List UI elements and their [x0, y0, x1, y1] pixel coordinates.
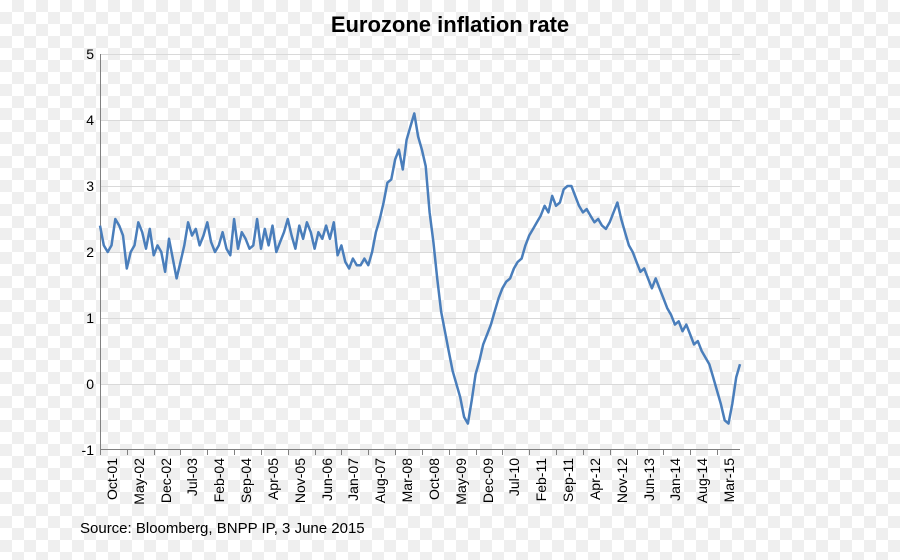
- xtick-mark: [341, 450, 342, 455]
- ytick-label: 0: [70, 376, 94, 392]
- xtick-label: Apr-12: [587, 458, 603, 500]
- xtick-mark: [422, 450, 423, 455]
- xtick-label: Jan-07: [345, 458, 361, 501]
- xtick-label: Aug-07: [372, 458, 388, 503]
- xtick-label: Sep-04: [238, 458, 254, 503]
- xtick-label: Dec-09: [480, 458, 496, 503]
- xtick-mark: [180, 450, 181, 455]
- xtick-label: Jul-03: [184, 458, 200, 496]
- xtick-mark: [476, 450, 477, 455]
- ytick-label: 4: [70, 112, 94, 128]
- ytick-label: 1: [70, 310, 94, 326]
- xtick-label: Feb-11: [533, 458, 549, 501]
- source-text: Source: Bloomberg, BNPP IP, 3 June 2015: [80, 520, 365, 537]
- xtick-mark: [529, 450, 530, 455]
- xtick-label: Mar-15: [721, 458, 737, 502]
- xtick-mark: [449, 450, 450, 455]
- xtick-mark: [127, 450, 128, 455]
- xtick-label: May-09: [453, 458, 469, 505]
- xtick-mark: [288, 450, 289, 455]
- xtick-mark: [690, 450, 691, 455]
- xtick-mark: [207, 450, 208, 455]
- line-series: [100, 54, 740, 450]
- xtick-mark: [556, 450, 557, 455]
- xtick-mark: [368, 450, 369, 455]
- xtick-mark: [100, 450, 101, 455]
- xtick-mark: [502, 450, 503, 455]
- ytick-label: 2: [70, 244, 94, 260]
- ytick-label: -1: [70, 442, 94, 458]
- xtick-label: Jul-10: [506, 458, 522, 496]
- xtick-label: Mar-08: [399, 458, 415, 502]
- ytick-label: 3: [70, 178, 94, 194]
- xtick-mark: [583, 450, 584, 455]
- xtick-mark: [637, 450, 638, 455]
- chart-frame: Eurozone inflation rate Source: Bloomber…: [0, 0, 900, 560]
- xtick-mark: [154, 450, 155, 455]
- xtick-label: Dec-02: [158, 458, 174, 503]
- xtick-mark: [663, 450, 664, 455]
- chart-title: Eurozone inflation rate: [0, 12, 900, 38]
- xtick-mark: [395, 450, 396, 455]
- xtick-mark: [717, 450, 718, 455]
- xtick-label: Jun-13: [641, 458, 657, 501]
- xtick-label: Oct-01: [104, 458, 120, 500]
- xtick-mark: [234, 450, 235, 455]
- xtick-mark: [315, 450, 316, 455]
- xtick-label: May-02: [131, 458, 147, 505]
- xtick-mark: [610, 450, 611, 455]
- xtick-label: Apr-05: [265, 458, 281, 500]
- ytick-label: 5: [70, 46, 94, 62]
- xtick-label: Aug-14: [694, 458, 710, 503]
- xtick-label: Oct-08: [426, 458, 442, 500]
- xtick-label: Jun-06: [319, 458, 335, 501]
- xtick-mark: [261, 450, 262, 455]
- plot-area: [100, 54, 740, 450]
- xtick-label: Nov-12: [614, 458, 630, 503]
- xtick-label: Sep-11: [560, 458, 576, 502]
- xtick-label: Jan-14: [667, 458, 683, 501]
- inflation-line: [100, 113, 740, 423]
- xtick-label: Feb-04: [211, 458, 227, 502]
- xtick-label: Nov-05: [292, 458, 308, 503]
